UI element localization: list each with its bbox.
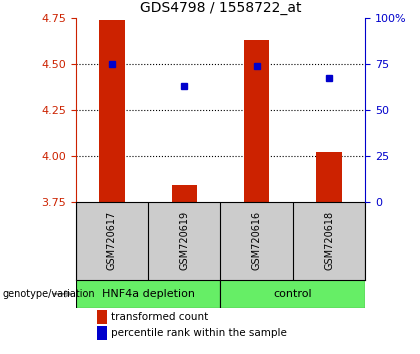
Bar (317, 152, 342, 202)
Bar (172, 185, 197, 202)
Text: HNF4a depletion: HNF4a depletion (102, 289, 194, 299)
Text: control: control (274, 289, 312, 299)
Text: genotype/variation: genotype/variation (2, 289, 95, 299)
Text: percentile rank within the sample: percentile rank within the sample (111, 328, 287, 338)
Title: GDS4798 / 1558722_at: GDS4798 / 1558722_at (140, 1, 301, 15)
Text: GSM720616: GSM720616 (252, 211, 262, 270)
Bar (76, 280, 220, 308)
Text: GSM720619: GSM720619 (179, 211, 189, 270)
Text: GSM720617: GSM720617 (107, 211, 117, 270)
Text: transformed count: transformed count (111, 312, 209, 322)
Text: GSM720618: GSM720618 (324, 211, 334, 270)
Bar (244, 40, 269, 202)
Bar (99, 19, 124, 202)
Bar (220, 280, 365, 308)
